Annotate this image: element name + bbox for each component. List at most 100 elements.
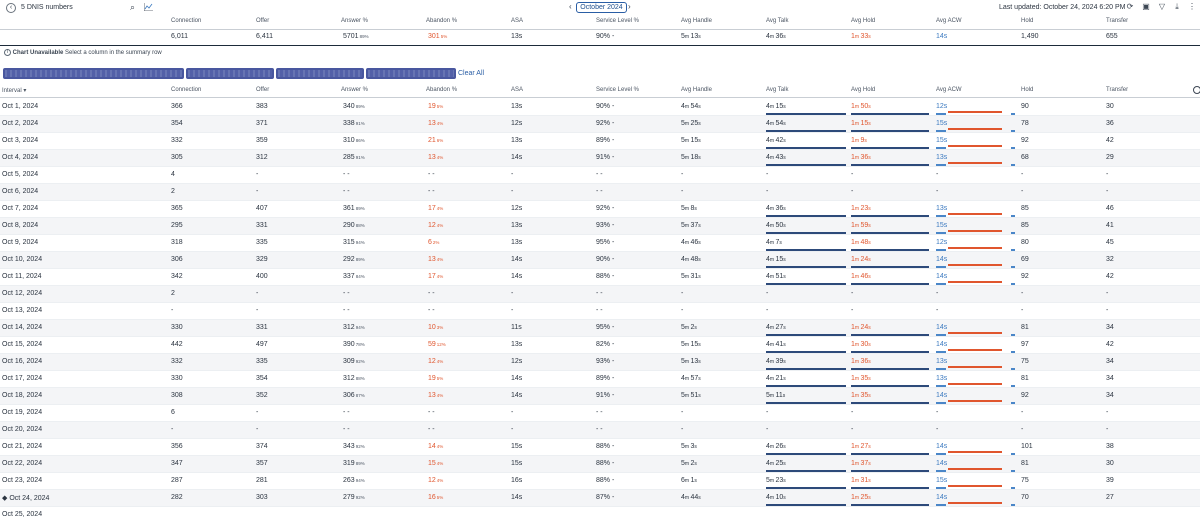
avg-talk-bar [766,130,846,132]
transfer-cell: 32 [1106,256,1114,263]
column-header-abandon-pct[interactable]: Abandon % [426,87,458,93]
table-row[interactable]: Oct 1, 2024 366 383 34089% 195% 13s 90% - 4m 54… [0,99,1200,116]
more-options-icon[interactable]: ⋮ [1188,2,1196,11]
summary-header-avg-handle[interactable]: Avg Handle [681,18,712,24]
column-header-connection[interactable]: Connection [171,87,202,93]
column-header-offer[interactable]: Offer [256,87,270,93]
offer-cell: 357 [256,460,268,467]
transfer-cell: 36 [1106,120,1114,127]
summary-header-answer-pct[interactable]: Answer % [341,18,369,24]
summary-row[interactable]: 6,011 6,411 570189% 3015% 13s 90% - 5m 13s 4m 3… [0,33,1200,43]
table-row[interactable]: Oct 5, 2024 4 - - - - - - - - - - - - - - [0,167,1200,184]
table-row[interactable]: ◆ Oct 24, 2024 282 303 27992% 165% 14s 87% - 4m… [0,490,1200,507]
table-row[interactable]: Oct 12, 2024 2 - - - - - - - - - - - - - - [0,286,1200,303]
column-header-avg-hold[interactable]: Avg Hold [851,87,876,93]
service-level-cell: - - [596,171,603,178]
interval-cell: Oct 14, 2024 [2,324,43,331]
hold-cell: 80 [1021,239,1029,246]
filter-icon[interactable]: ▽ [1158,2,1166,11]
avg-acw-cell: - [936,290,939,297]
interval-header[interactable]: Interval ▾ [2,88,27,94]
table-row[interactable]: Oct 2, 2024 354 371 33891% 134% 12s 92% - 5m 25… [0,116,1200,133]
summary-header-service-level[interactable]: Service Level % [596,18,640,24]
column-header-service-level[interactable]: Service Level % [596,87,640,93]
clear-all-link[interactable]: Clear All [458,70,485,77]
table-row[interactable]: Oct 22, 2024 347 357 31989% 154% 15s 88% - 5m 2… [0,456,1200,473]
summary-header-avg-acw[interactable]: Avg ACW [936,18,962,24]
transfer-cell: 30 [1106,103,1114,110]
summary-header-connection[interactable]: Connection [171,18,202,24]
table-row[interactable]: Oct 20, 2024 - - - - - - - - - - - - - - - [0,422,1200,439]
table-row[interactable]: Oct 4, 2024 305 312 28591% 134% 14s 91% - 5m 18… [0,150,1200,167]
summary-header-transfer[interactable]: Transfer [1106,18,1129,24]
table-row[interactable]: Oct 3, 2024 332 359 31086% 216% 13s 89% - 5m 15… [0,133,1200,150]
hold-cell: 78 [1021,120,1029,127]
table-row[interactable]: Oct 7, 2024 365 407 36189% 174% 12s 92% - 5m 8s… [0,201,1200,218]
summary-header-offer[interactable]: Offer [256,18,270,24]
download-icon[interactable]: ⤓ [1175,2,1179,11]
table-row[interactable]: Oct 10, 2024 306 329 29289% 134% 14s 90% - 4m 4… [0,252,1200,269]
table-row[interactable]: Oct 16, 2024 332 335 30992% 124% 12s 93% - 5m 1… [0,354,1200,371]
avg-talk-bar [766,283,846,285]
table-row[interactable]: Oct 21, 2024 356 374 34392% 144% 15s 88% - 5m 3… [0,439,1200,456]
table-row[interactable]: Oct 15, 2024 442 497 39078% 5912% 13s 82% - 5m … [0,337,1200,354]
save-icon[interactable]: ▣ [1142,2,1150,11]
column-header-asa[interactable]: ASA [511,87,524,93]
table-row[interactable]: Oct 13, 2024 - - - - - - - - - - - - - - - [0,303,1200,320]
column-header-hold[interactable]: Hold [1021,87,1034,93]
table-row[interactable]: Oct 18, 2024 308 352 30687% 134% 14s 91% - 5m 5… [0,388,1200,405]
dnis-selector[interactable]: 5 DNIS numbers [21,4,73,11]
column-header-transfer[interactable]: Transfer [1106,87,1129,93]
next-month-icon[interactable]: › [628,2,631,11]
refresh-icon[interactable]: ⟳ [1126,2,1134,11]
summary-header-avg-hold[interactable]: Avg Hold [851,18,876,24]
column-header-avg-handle[interactable]: Avg Handle [681,87,712,93]
hold-bar [1011,232,1015,234]
filter-chip[interactable] [276,68,364,79]
table-row[interactable]: Oct 6, 2024 2 - - - - - - - - - - - - - - [0,184,1200,201]
transfer-cell: - [1106,290,1109,297]
table-row[interactable]: Oct 9, 2024 318 335 31594% 62% 13s 95% - 4m 46s… [0,235,1200,252]
answer-pct-cell: 34392% [343,443,365,450]
avg-acw-cell: 14s [936,460,948,467]
column-header-answer-pct[interactable]: Answer % [341,87,369,93]
table-row[interactable]: Oct 23, 2024 287 281 26394% 124% 16s 88% - 6m 1… [0,473,1200,490]
column-header-avg-talk[interactable]: Avg Talk [766,87,789,93]
table-row[interactable]: Oct 25, 2024 [0,507,1200,519]
transfer-cell: 34 [1106,375,1114,382]
back-arrow-icon[interactable]: ‹ [6,3,16,13]
month-picker[interactable]: October 2024 [576,2,627,13]
table-row[interactable]: Oct 17, 2024 330 354 31288% 195% 14s 89% - 4m 5… [0,371,1200,388]
previous-month-icon[interactable]: ‹ [569,2,572,11]
column-header-avg-acw[interactable]: Avg ACW [936,87,962,93]
summary-header-avg-talk[interactable]: Avg Talk [766,18,789,24]
summary-header-asa[interactable]: ASA [511,18,524,24]
hold-cell: 85 [1021,222,1029,229]
hold-cell: 92 [1021,392,1029,399]
filter-chip[interactable] [3,68,184,79]
summary-header-abandon-pct[interactable]: Abandon % [426,18,458,24]
summary-header-hold[interactable]: Hold [1021,18,1034,24]
connection-cell: 342 [171,273,183,280]
column-settings-icon[interactable] [1193,86,1200,94]
offer-cell: 335 [256,239,268,246]
connection-cell: 6,011 [171,33,188,40]
abandon-pct-cell: 134% [428,154,444,161]
hold-cell: - [1021,409,1024,416]
search-icon[interactable]: ⌕ [130,2,136,12]
avg-acw-bar-red [948,451,1002,453]
table-row[interactable]: Oct 14, 2024 330 331 31294% 103% 11s 95% - 5m 2… [0,320,1200,337]
filter-chip[interactable] [366,68,456,79]
hold-cell: 101 [1021,443,1033,450]
filter-chip[interactable] [186,68,274,79]
table-row[interactable]: Oct 11, 2024 342 400 33784% 174% 14s 88% - 5m 3… [0,269,1200,286]
abandon-pct-cell: - - [428,171,435,178]
transfer-cell: - [1106,409,1109,416]
transfer-cell: 39 [1106,477,1114,484]
chart-toggle-icon[interactable] [144,3,153,11]
connection-cell: 356 [171,443,183,450]
offer-cell: 354 [256,375,268,382]
table-row[interactable]: Oct 8, 2024 295 331 29088% 124% 13s 93% - 5m 37… [0,218,1200,235]
table-row[interactable]: Oct 19, 2024 6 - - - - - - - - - - - - - - [0,405,1200,422]
offer-cell: 374 [256,443,268,450]
